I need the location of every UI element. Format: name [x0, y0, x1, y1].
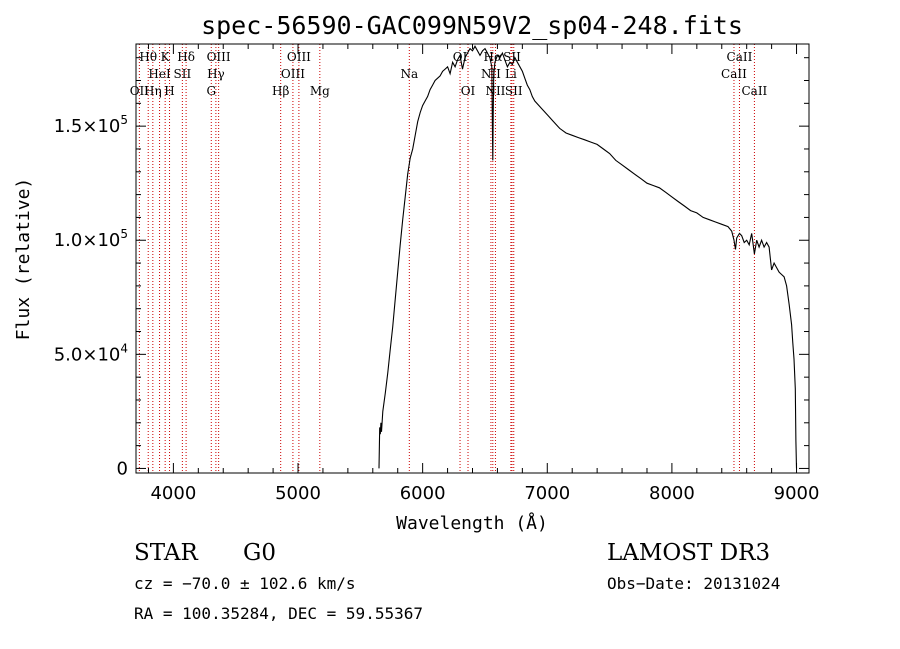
reference-line-label: OIII: [281, 67, 305, 81]
reference-line-label: OIII: [207, 50, 231, 64]
reference-line-label: Na: [400, 67, 418, 81]
y-tick-label: 0: [117, 458, 128, 479]
x-tick-label: 5000: [275, 483, 321, 504]
reference-line-label: Mg: [310, 84, 330, 98]
spectrum-line: [378, 45, 798, 469]
x-tick-label: 4000: [150, 483, 196, 504]
x-tick-label: 6000: [400, 483, 446, 504]
reference-line-label: K: [161, 50, 171, 64]
x-tick-label: 8000: [649, 483, 695, 504]
reference-line-label: G: [206, 84, 216, 98]
plot-frame: [135, 43, 810, 474]
reference-line-label: CaII: [727, 50, 753, 64]
y-tick-mantissa: 5.0×10: [54, 344, 121, 365]
reference-line-label: Hγ: [207, 67, 225, 81]
reference-line-label: CaII: [721, 67, 747, 81]
sky-coordinates: RA = 100.35284, DEC = 59.55367: [134, 604, 423, 623]
reference-line-label: Hη: [144, 84, 162, 98]
reference-line-label: SII: [174, 67, 192, 81]
reference-line-label: OII: [130, 84, 150, 98]
survey-release: LAMOST DR3: [607, 540, 770, 566]
x-tick-label: 7000: [524, 483, 570, 504]
object-subclass: G0: [243, 540, 276, 566]
reference-line-label: Hβ: [272, 84, 289, 98]
x-axis-label: Wavelength (Å): [396, 512, 548, 534]
reference-line-label: NII: [481, 67, 501, 81]
y-tick-label: 5.0×104: [54, 341, 128, 365]
y-tick-exponent: 4: [120, 341, 128, 355]
reference-line-label: CaII: [741, 84, 767, 98]
y-tick-label: 1.5×105: [54, 113, 128, 137]
x-axis-ticks: 4000 5000 6000 7000 8000 9000: [147, 44, 820, 504]
y-axis-label: Flux (relative): [13, 178, 34, 341]
y-tick-mantissa: 1.0×10: [54, 230, 121, 251]
reference-line-label: Li: [505, 67, 517, 81]
reference-line-label: Hδ: [177, 50, 195, 64]
reference-line-label: NII: [485, 84, 505, 98]
y-tick-mantissa: 0: [117, 458, 128, 479]
reference-lines: [138, 44, 755, 473]
redshift-velocity: cz = −70.0 ± 102.6 km/s: [134, 574, 356, 593]
y-tick-label: 1.0×105: [54, 227, 128, 251]
reference-line-label: H: [164, 84, 174, 98]
reference-line-label: OI: [461, 84, 476, 98]
reference-line-label: SII: [505, 84, 523, 98]
observation-date: Obs−Date: 20131024: [607, 574, 780, 593]
chart-title: spec-56590-GAC099N59V2_sp04-248.fits: [201, 11, 743, 40]
reference-line-label: Hθ: [139, 50, 157, 64]
reference-line-label: OIII: [287, 50, 311, 64]
reference-line-label: HeI: [148, 67, 171, 81]
y-tick-exponent: 5: [120, 113, 128, 127]
object-class: STAR: [134, 540, 198, 566]
y-tick-mantissa: 1.5×10: [54, 116, 121, 137]
x-tick-label: 9000: [774, 483, 820, 504]
y-tick-exponent: 5: [120, 227, 128, 241]
